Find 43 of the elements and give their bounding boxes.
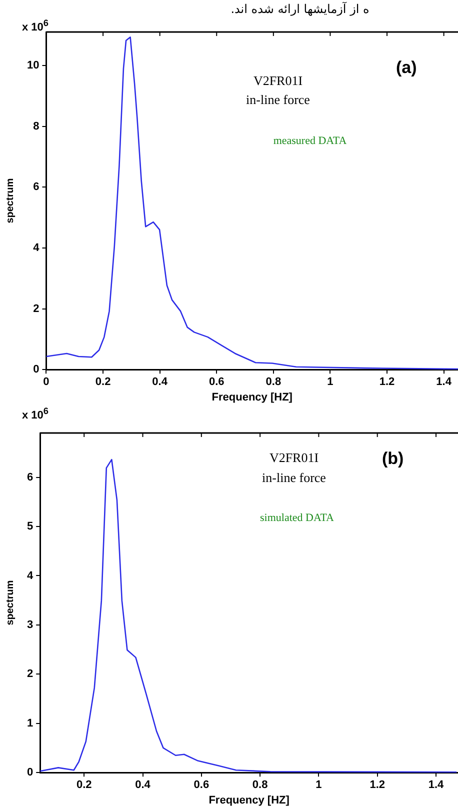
y-tick-label: 10 — [26, 59, 40, 72]
annotation: in-line force — [246, 92, 310, 108]
y-tick-label: 6 — [26, 471, 34, 484]
annotation: (a) — [396, 58, 417, 78]
y-tick-label: 3 — [26, 618, 34, 631]
x-tick-label: 1 — [316, 779, 322, 792]
x-tick-label: 0.6 — [194, 779, 210, 792]
annotation: x 10$^{6}$ — [22, 18, 49, 34]
y-tick-label: 4 — [26, 570, 34, 582]
y-tick-label: 5 — [26, 520, 34, 533]
y-tick-label: 2 — [33, 302, 40, 315]
y-tick-label: 1 — [26, 717, 34, 730]
x-tick-label: 1.4 — [428, 779, 445, 792]
x-tick-label: 1 — [327, 376, 334, 388]
annotation: (b) — [382, 449, 404, 469]
annotation: V2FR01I — [269, 450, 319, 466]
y-axis-title: spectrum — [4, 178, 16, 224]
y-tick-label: 4 — [33, 242, 40, 254]
x-tick-label: 0.2 — [95, 376, 111, 388]
y-tick-label: 2 — [26, 668, 34, 680]
y-tick-label: 8 — [33, 120, 40, 132]
x-axis-title: Frequency [HZ] — [208, 794, 290, 806]
y-tick-label: 6 — [33, 181, 40, 194]
annotation: measured DATA — [273, 135, 347, 147]
annotation: simulated DATA — [260, 512, 334, 524]
text: x 10$^{6}$ — [22, 406, 49, 422]
text: ه از آزمایشها ارائه شده اند. — [230, 1, 370, 18]
x-tick-label: 0.4 — [152, 376, 168, 388]
x-tick-label: 0.8 — [252, 779, 268, 792]
x-tick-label: 1.4 — [436, 376, 452, 388]
x-tick-label: 0.6 — [208, 376, 224, 388]
y-tick-label: 0 — [33, 364, 40, 376]
x-tick-label: 0.4 — [135, 779, 152, 792]
x-tick-label: 0.8 — [266, 376, 282, 388]
x-tick-label: 1.2 — [370, 779, 386, 792]
y-axis-title: spectrum — [4, 580, 16, 626]
x-tick-label: 1.2 — [379, 376, 395, 388]
annotation: in-line force — [262, 470, 326, 486]
x-axis-title: Frequency [HZ] — [212, 391, 293, 404]
x-tick-label: 0.2 — [76, 779, 92, 792]
y-tick-label: 0 — [26, 766, 34, 779]
x-tick-label: 0 — [43, 376, 50, 388]
annotation: V2FR01I — [253, 73, 303, 89]
